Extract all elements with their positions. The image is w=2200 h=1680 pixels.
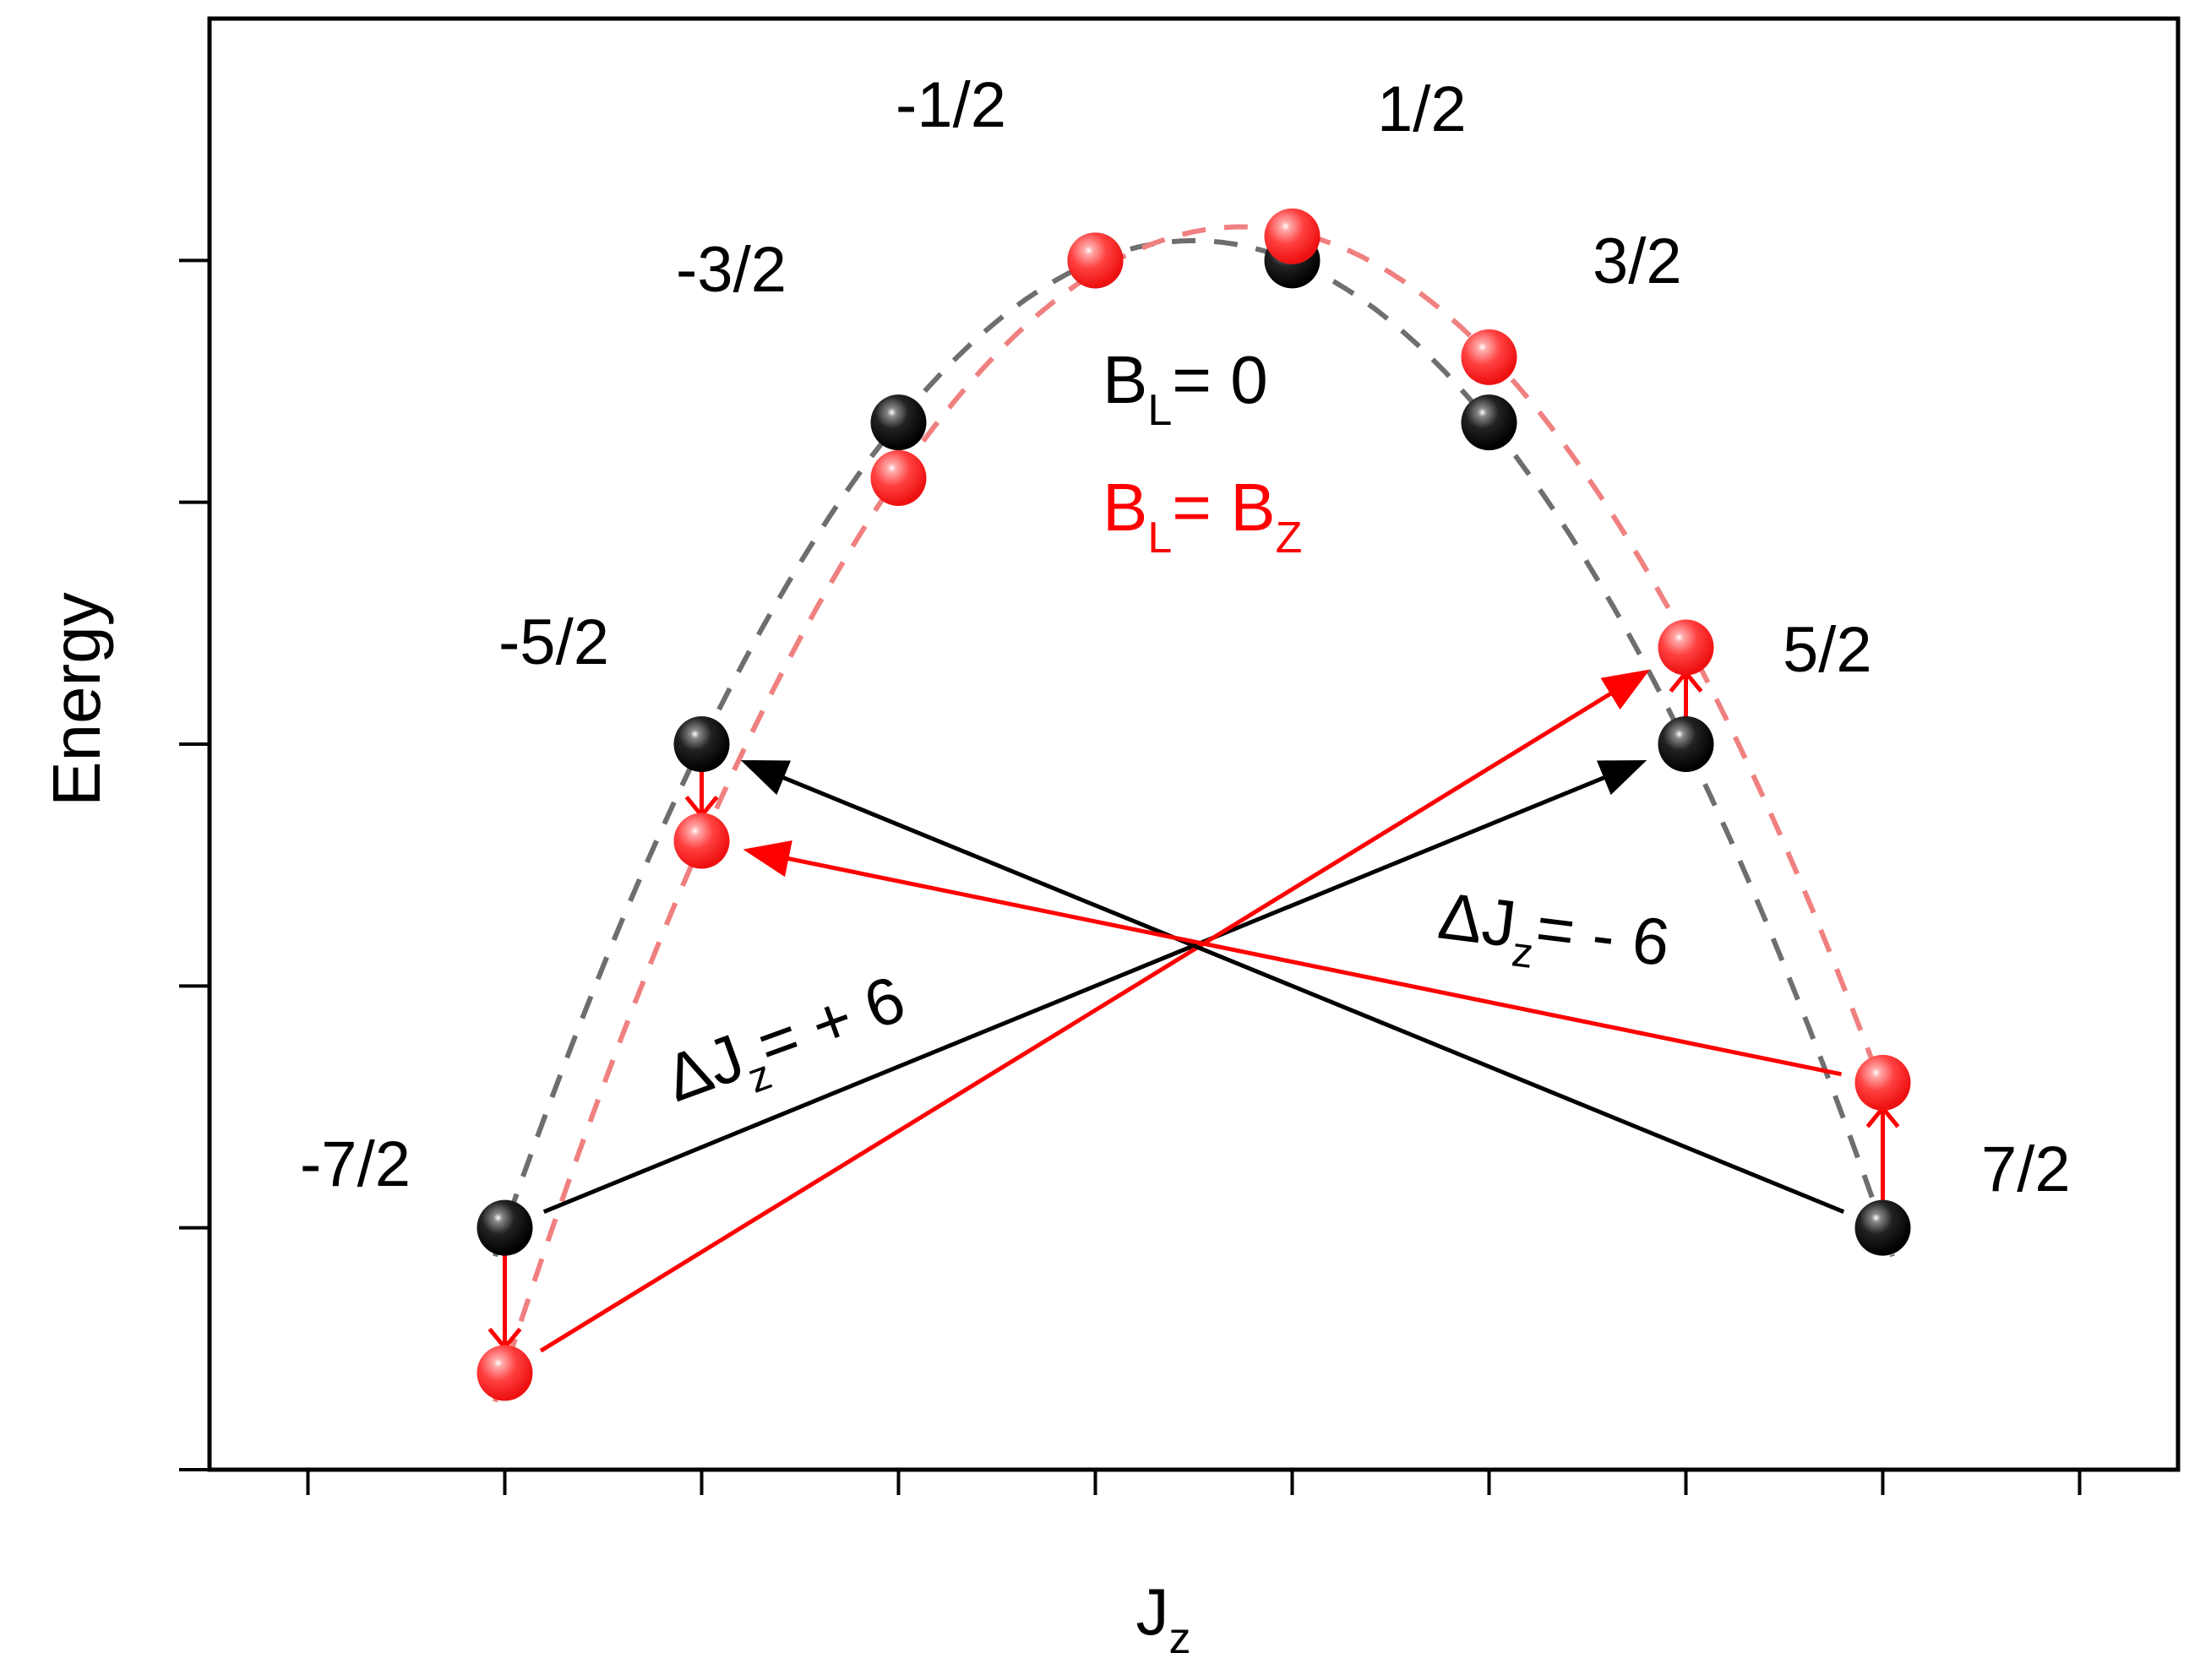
dashed-curve-series-2 bbox=[493, 224, 1896, 1403]
transition-label-plus6: ΔJz= + 6 bbox=[656, 961, 919, 1128]
legend-black: BL= 0 bbox=[1103, 342, 1268, 435]
level-label-m1: -1/2 bbox=[896, 69, 1006, 141]
red-level-point bbox=[1067, 232, 1124, 289]
transition-label-minus6: ΔJz= - 6 bbox=[1433, 878, 1674, 994]
red-level-point bbox=[1854, 1054, 1911, 1111]
transition-arrowhead-plus-black bbox=[1596, 759, 1647, 796]
x-axis-ticks bbox=[306, 1470, 2082, 1495]
black-level-point bbox=[1658, 716, 1714, 772]
transition-arrowhead-minus-red bbox=[743, 840, 792, 878]
red-level-point bbox=[870, 450, 927, 507]
data-points bbox=[476, 208, 1911, 1401]
transition-arrow-minus-black bbox=[779, 774, 1845, 1215]
level-label-m3: -3/2 bbox=[676, 234, 787, 306]
level-label-m5: -5/2 bbox=[498, 606, 609, 678]
x-axis-label: Jz bbox=[1136, 1574, 1191, 1663]
transition-arrow-minus-red bbox=[783, 856, 1843, 1077]
red-level-point bbox=[1658, 619, 1714, 676]
y-axis-ticks bbox=[179, 258, 210, 1471]
red-level-point bbox=[1461, 329, 1517, 385]
level-label-p5: 5/2 bbox=[1783, 614, 1872, 686]
black-level-point bbox=[1461, 394, 1517, 451]
legend-red: BL= BZ bbox=[1103, 470, 1302, 563]
level-label-p3: 3/2 bbox=[1593, 226, 1682, 297]
level-label-p7: 7/2 bbox=[1981, 1134, 2071, 1205]
level-label-p1: 1/2 bbox=[1377, 73, 1467, 145]
transition-arrowhead-minus-black bbox=[740, 759, 792, 796]
dashed-curves bbox=[493, 224, 1896, 1403]
x-axis-label-main: J bbox=[1136, 1574, 1169, 1649]
black-level-point bbox=[870, 394, 927, 451]
red-level-point bbox=[476, 1345, 533, 1401]
red-level-point bbox=[1264, 208, 1321, 264]
transition-arrow-plus-red bbox=[539, 689, 1615, 1353]
level-label-m7: -7/2 bbox=[300, 1128, 411, 1200]
dashed-curve-series-1 bbox=[493, 237, 1896, 1258]
transition-arrows bbox=[539, 669, 1845, 1353]
black-level-point bbox=[476, 1199, 533, 1256]
x-axis-label-sub: z bbox=[1169, 1614, 1191, 1663]
transition-arrowhead-plus-red bbox=[1600, 669, 1650, 710]
black-level-point bbox=[1854, 1199, 1911, 1256]
black-level-point bbox=[673, 716, 730, 772]
red-level-point bbox=[673, 813, 730, 869]
zeeman-shift-arrows bbox=[487, 669, 1900, 1351]
y-axis-label: Energy bbox=[39, 592, 114, 806]
transition-arrow-plus-black bbox=[542, 774, 1609, 1215]
